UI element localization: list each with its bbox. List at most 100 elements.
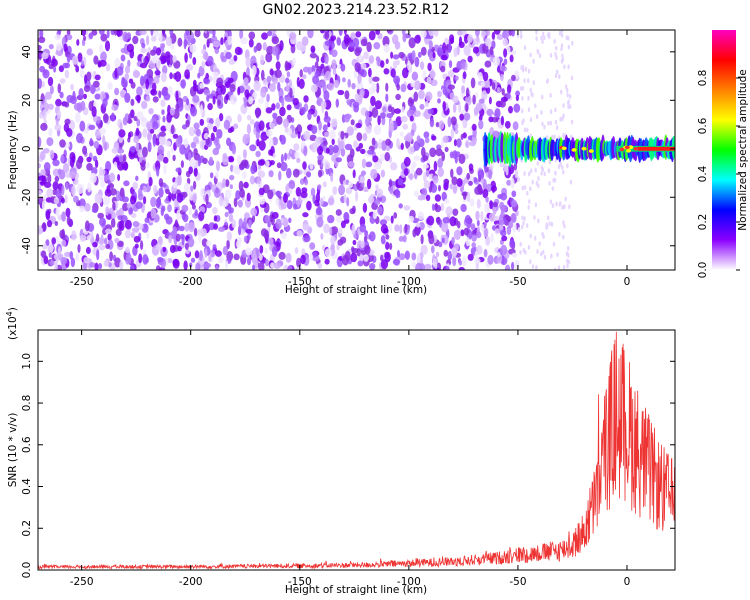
noise-speck xyxy=(419,103,425,110)
noise-speck xyxy=(448,43,452,54)
noise-speck xyxy=(242,171,247,179)
noise-speck xyxy=(475,91,479,99)
noise-speck xyxy=(222,246,228,256)
noise-speck xyxy=(343,34,350,45)
noise-speck xyxy=(294,127,299,135)
noise-speck xyxy=(231,219,237,229)
noise-speck xyxy=(527,245,531,250)
noise-speck xyxy=(233,123,239,129)
noise-speck xyxy=(163,93,171,101)
noise-speck xyxy=(462,118,468,129)
noise-speck xyxy=(462,132,467,139)
noise-speck xyxy=(557,265,561,270)
y-tick-label: 0.4 xyxy=(21,478,33,495)
noise-speck xyxy=(377,142,382,149)
noise-speck xyxy=(441,221,449,233)
noise-speck xyxy=(396,83,401,91)
noise-speck xyxy=(162,156,169,164)
noise-speck xyxy=(452,256,457,267)
noise-speck xyxy=(537,218,540,224)
noise-speck xyxy=(351,82,356,90)
noise-speck xyxy=(355,191,359,202)
noise-speck xyxy=(521,108,524,114)
noise-speck xyxy=(547,215,550,221)
noise-speck xyxy=(229,94,237,105)
noise-speck xyxy=(255,131,260,140)
noise-speck xyxy=(365,110,370,119)
noise-speck xyxy=(542,249,545,255)
noise-speck xyxy=(252,264,256,270)
noise-speck xyxy=(554,119,558,125)
noise-speck xyxy=(331,118,338,128)
noise-speck xyxy=(91,106,97,118)
noise-speck xyxy=(317,154,325,161)
noise-speck xyxy=(426,215,435,226)
noise-speck xyxy=(511,30,515,37)
noise-speck xyxy=(193,122,200,130)
noise-speck xyxy=(155,138,160,146)
noise-speck xyxy=(283,264,289,270)
noise-speck xyxy=(208,30,214,34)
noise-speck xyxy=(280,153,284,164)
noise-speck xyxy=(458,266,465,270)
noise-speck xyxy=(128,78,134,84)
noise-speck xyxy=(69,251,74,260)
noise-speck xyxy=(411,252,417,261)
noise-speck xyxy=(437,158,443,169)
noise-speck xyxy=(204,262,212,269)
noise-speck xyxy=(280,217,284,224)
noise-speck xyxy=(239,188,245,198)
noise-speck xyxy=(355,31,362,38)
noise-speck xyxy=(519,250,522,255)
noise-speck xyxy=(451,176,458,185)
noise-speck xyxy=(368,30,376,41)
noise-speck xyxy=(310,84,318,93)
noise-speck xyxy=(321,104,325,113)
noise-speck xyxy=(152,96,159,103)
noise-speck xyxy=(488,116,494,123)
noise-speck xyxy=(74,112,81,123)
noise-speck xyxy=(385,93,389,103)
noise-speck xyxy=(403,168,409,177)
noise-speck xyxy=(338,30,343,36)
noise-speck xyxy=(553,134,556,140)
noise-speck xyxy=(93,55,99,65)
noise-speck xyxy=(288,179,296,190)
noise-speck xyxy=(527,107,531,113)
noise-speck xyxy=(516,33,520,38)
noise-speck xyxy=(86,235,91,241)
noise-speck xyxy=(527,78,530,84)
noise-speck xyxy=(249,144,257,152)
noise-speck xyxy=(215,265,219,270)
noise-speck xyxy=(79,68,85,79)
noise-speck xyxy=(538,53,542,59)
noise-speck xyxy=(347,160,355,168)
noise-speck xyxy=(373,124,382,136)
noise-speck xyxy=(213,188,221,198)
noise-speck xyxy=(542,234,545,240)
noise-speck xyxy=(224,81,231,89)
noise-speck xyxy=(354,62,361,73)
noise-speck xyxy=(359,176,365,184)
noise-speck xyxy=(42,69,50,79)
noise-speck xyxy=(197,72,201,79)
noise-speck xyxy=(414,80,421,91)
noise-speck xyxy=(560,32,564,38)
noise-speck xyxy=(75,252,80,262)
noise-speck xyxy=(444,146,449,153)
noise-speck xyxy=(80,60,85,67)
noise-speck xyxy=(140,47,147,54)
noise-speck xyxy=(116,66,124,76)
noise-speck xyxy=(372,76,380,82)
noise-speck xyxy=(437,167,444,178)
spectrogram-y-ticks: -40 -20 0 20 40 xyxy=(21,45,675,254)
noise-speck xyxy=(192,79,197,86)
noise-speck xyxy=(480,211,484,222)
noise-speck xyxy=(264,215,270,224)
noise-speck xyxy=(303,145,308,157)
noise-speck xyxy=(432,52,436,59)
noise-speck xyxy=(444,198,450,205)
noise-speck xyxy=(188,166,193,175)
noise-speck xyxy=(121,78,128,88)
noise-speck xyxy=(187,237,195,248)
